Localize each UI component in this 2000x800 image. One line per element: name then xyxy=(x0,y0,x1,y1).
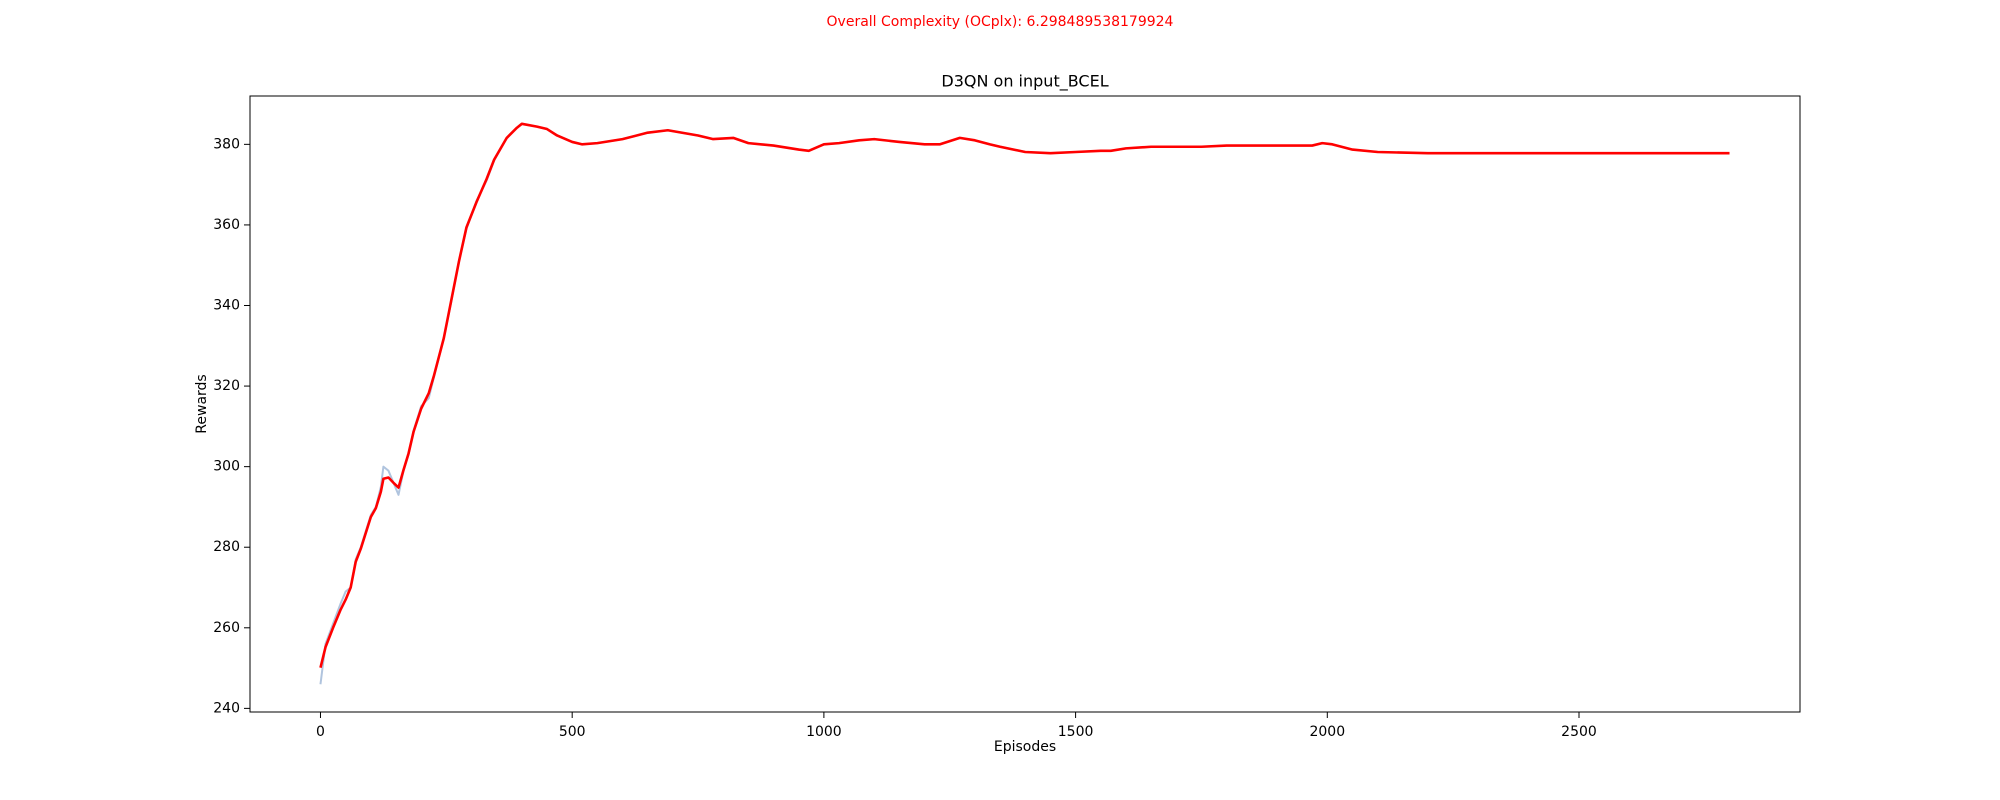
y-axis-label: Rewards xyxy=(194,374,210,433)
y-tick-label: 340 xyxy=(213,297,240,313)
chart-title: D3QN on input_BCEL xyxy=(941,72,1108,92)
y-tick-label: 320 xyxy=(213,378,240,394)
y-tick-label: 260 xyxy=(213,620,240,636)
x-tick-label: 1000 xyxy=(806,724,842,740)
x-axis-label: Episodes xyxy=(994,739,1056,755)
y-tick-label: 300 xyxy=(213,459,240,475)
x-tick-label: 1500 xyxy=(1058,724,1094,740)
y-tick-label: 240 xyxy=(213,700,240,716)
data-line xyxy=(319,122,1730,668)
x-tick-label: 500 xyxy=(559,724,586,740)
x-tick-label: 2500 xyxy=(1561,724,1597,740)
y-tick-label: 360 xyxy=(213,217,240,233)
plot-frame xyxy=(249,95,1801,713)
y-tick-label: 380 xyxy=(213,136,240,152)
x-tick-label: 0 xyxy=(316,724,325,740)
data-line xyxy=(319,122,1730,685)
x-tick-label: 2000 xyxy=(1309,724,1345,740)
suptitle: Overall Complexity (OCplx): 6.2984895381… xyxy=(827,14,1174,30)
y-tick-label: 280 xyxy=(213,539,240,555)
